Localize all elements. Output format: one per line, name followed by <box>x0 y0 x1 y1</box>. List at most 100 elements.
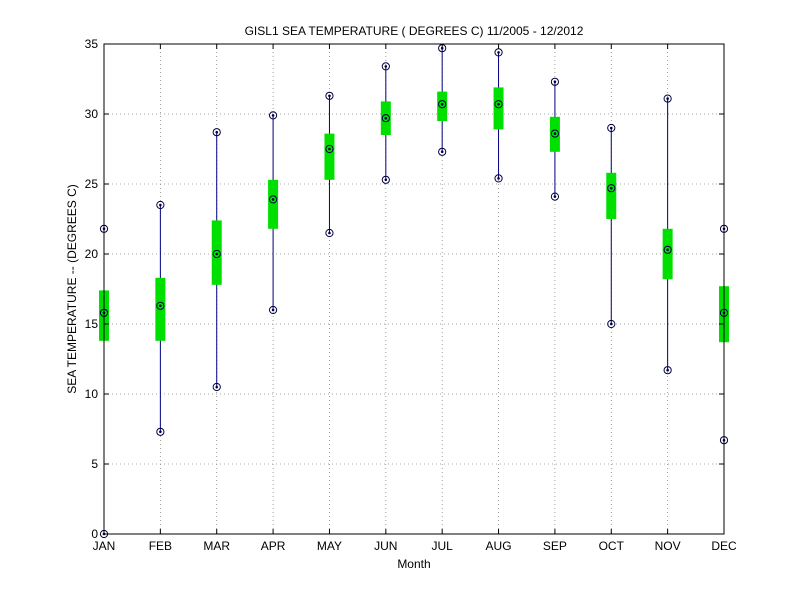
iqr-box <box>324 133 335 180</box>
plot-frame <box>103 43 725 535</box>
y-tick-label: 5 <box>91 457 98 471</box>
min-marker <box>381 175 390 184</box>
box-may <box>324 91 335 238</box>
min-marker <box>268 305 278 315</box>
y-tick-label: 10 <box>85 387 99 401</box>
min-marker-dot <box>271 308 275 312</box>
box-jul <box>437 44 448 156</box>
min-marker <box>156 427 165 436</box>
min-marker <box>438 147 447 156</box>
box-mar <box>211 128 222 392</box>
median-marker-dot <box>440 102 444 106</box>
y-tick-label: 20 <box>85 247 99 261</box>
max-marker <box>550 77 560 86</box>
max-marker <box>607 123 616 133</box>
x-tick-label: JUL <box>432 539 454 553</box>
box-apr <box>268 111 279 315</box>
y-tick-label: 25 <box>85 177 99 191</box>
median-marker <box>663 245 672 254</box>
x-tick-label: DEC <box>711 539 737 553</box>
median-marker-dot <box>384 116 388 120</box>
min-marker-dot <box>159 430 162 434</box>
min-marker-dot <box>440 150 444 154</box>
iqr-box <box>493 87 504 130</box>
x-tick-label: NOV <box>655 539 681 553</box>
y-tick-label: 15 <box>85 317 99 331</box>
x-tick-label: JAN <box>93 539 116 553</box>
median-marker <box>494 100 503 109</box>
min-marker-dot <box>609 322 613 326</box>
min-marker-dot <box>215 385 219 389</box>
x-tick-label: MAY <box>317 539 342 553</box>
y-tick-label: 35 <box>85 37 99 51</box>
box-sep <box>549 77 560 201</box>
median-marker <box>550 129 560 138</box>
max-marker <box>325 91 334 100</box>
max-marker <box>663 94 672 103</box>
min-marker <box>325 228 334 238</box>
min-marker-dot <box>384 178 388 182</box>
median-marker <box>212 249 221 259</box>
min-marker <box>607 319 616 329</box>
min-marker <box>550 192 560 201</box>
median-marker-dot <box>666 248 669 252</box>
median-marker <box>438 100 447 109</box>
iqr-box <box>211 220 222 285</box>
median-marker-dot <box>497 102 500 106</box>
x-tick-label: APR <box>261 539 286 553</box>
max-marker-dot <box>328 94 331 98</box>
x-tick-label: MAR <box>203 539 230 553</box>
min-marker <box>212 382 221 392</box>
max-marker-dot <box>271 114 275 117</box>
median-marker-dot <box>553 132 557 135</box>
y-tick-label: 0 <box>91 527 98 541</box>
max-marker <box>212 128 221 137</box>
box-nov <box>662 94 673 375</box>
min-marker-dot <box>328 231 331 235</box>
median-marker <box>381 114 390 123</box>
axis-ticks: 0 5 10 15 20 25 30 35 JAN FEB MAR APR MAY JUN JUL AUG SE… <box>85 37 737 553</box>
max-marker <box>268 111 278 120</box>
max-marker-dot <box>215 130 219 134</box>
median-marker-dot <box>159 304 162 308</box>
x-tick-label: OCT <box>599 539 625 553</box>
median-marker-dot <box>609 186 613 190</box>
median-marker-dot <box>215 252 219 256</box>
min-marker <box>663 366 672 375</box>
x-tick-label: JUN <box>374 539 397 553</box>
min-marker-dot <box>553 195 557 198</box>
iqr-box <box>606 172 617 219</box>
x-tick-label: FEB <box>149 539 172 553</box>
iqr-box <box>662 228 673 280</box>
max-marker-dot <box>553 80 557 84</box>
min-marker <box>494 174 503 183</box>
iqr-box <box>268 179 279 229</box>
median-marker-dot <box>271 198 275 201</box>
median-marker <box>607 184 616 193</box>
box-jun <box>380 62 391 184</box>
median-marker-dot <box>328 147 331 151</box>
max-marker-dot <box>666 97 669 100</box>
min-marker-dot <box>666 368 669 372</box>
chart-title: GISL1 SEA TEMPERATURE ( DEGREES C) 11/20… <box>245 24 584 38</box>
iqr-box <box>437 91 448 121</box>
max-marker-dot <box>497 51 500 54</box>
x-tick-label: SEP <box>543 539 567 553</box>
median-marker <box>268 195 278 204</box>
x-tick-label: AUG <box>486 539 512 553</box>
max-marker-dot <box>609 126 613 130</box>
min-marker-dot <box>497 177 500 180</box>
x-axis-label: Month <box>397 557 430 571</box>
median-marker <box>325 144 334 154</box>
max-marker <box>381 62 390 71</box>
box-oct <box>606 123 617 329</box>
box-aug <box>493 48 504 183</box>
y-tick-label: 30 <box>85 107 99 121</box>
max-marker-dot <box>384 65 388 68</box>
max-marker <box>156 200 165 210</box>
max-marker-dot <box>159 203 162 207</box>
box-feb <box>155 200 166 436</box>
y-axis-label: SEA TEMPERATURE -- (DEGREES C) <box>65 184 79 394</box>
